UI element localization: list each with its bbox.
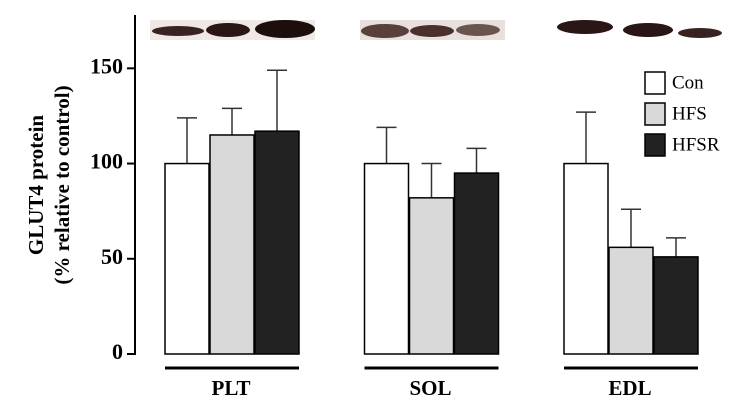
y-tick-label: 50 [101,244,123,269]
legend-swatch [644,133,666,157]
bar [563,162,609,355]
x-tick-label: SOL [409,376,451,400]
y-label: GLUT4 protein (% relative to control) [24,85,74,284]
legend-swatch [644,102,666,126]
y-tick-label: 0 [112,339,123,364]
error-bar [666,237,686,257]
bar [254,130,300,355]
blot-images [150,20,722,40]
legend-label: HFSR [672,134,720,155]
bar [363,162,410,355]
bar [164,162,210,355]
y-tick-label: 100 [90,149,123,174]
error-bar [177,117,197,164]
error-bar [576,111,596,164]
bar [209,134,255,355]
error-bar [421,162,442,198]
x-tick-label: PLT [212,376,251,400]
error-bar [267,69,287,132]
error-bar [222,107,242,135]
bar [608,246,654,355]
bar [408,197,455,355]
error-bar [466,147,487,174]
y-label-line: GLUT4 protein [24,115,48,256]
legend-swatch [644,71,666,95]
legend-label: Con [672,72,704,93]
legend-label: HFS [672,103,707,124]
bar [653,256,699,355]
x-tick-label: EDL [608,376,651,400]
y-label-line: (% relative to control) [50,85,74,284]
y-tick-label: 150 [90,53,123,78]
error-bar [621,208,641,248]
bar [453,172,500,355]
error-bar [376,126,397,164]
